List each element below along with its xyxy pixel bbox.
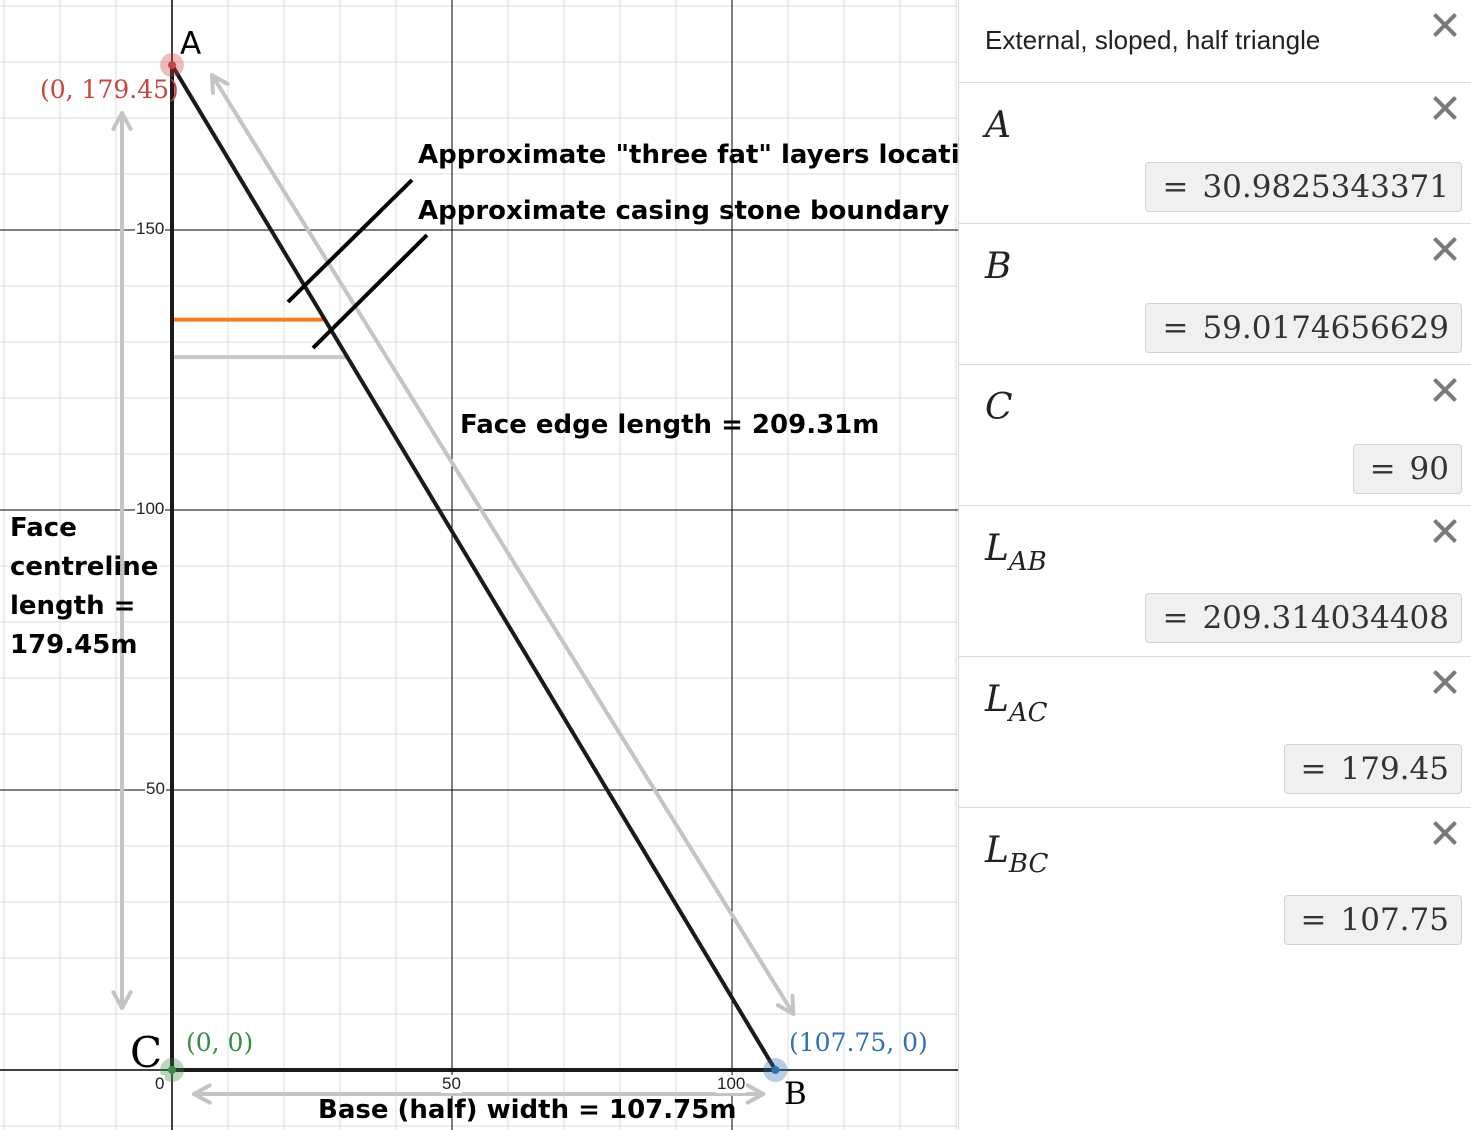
centreline-length-annotation: Face centreline length = 179.45m bbox=[10, 509, 158, 665]
expression-row-b[interactable]: B = 59.0174656629 bbox=[959, 224, 1471, 365]
base-width-arrow-head bbox=[745, 1083, 766, 1105]
expression-name: LAC bbox=[985, 679, 1048, 728]
expression-row-lbc[interactable]: LBC = 107.75 bbox=[959, 808, 1471, 950]
base-width-arrow-head bbox=[192, 1083, 212, 1105]
graph-canvas[interactable]: 0 50 100 50 100 150 A B C (0, 179.45) (1… bbox=[0, 0, 958, 1130]
x-tick-label: 50 bbox=[441, 1074, 462, 1093]
vertex-b-coord-label: (107.75, 0) bbox=[789, 1028, 928, 1057]
vertex-c-coord-label: (0, 0) bbox=[186, 1028, 254, 1057]
expression-row-lab[interactable]: LAB = 209.314034408 bbox=[959, 506, 1471, 657]
expression-value: = 30.9825343371 bbox=[1145, 162, 1462, 212]
delete-expression-icon[interactable] bbox=[1430, 667, 1460, 697]
expression-row-c[interactable]: C = 90 bbox=[959, 365, 1471, 506]
delete-folder-icon[interactable] bbox=[1430, 10, 1460, 40]
expression-row-lac[interactable]: LAC = 179.45 bbox=[959, 657, 1471, 808]
vertex-a-label: A bbox=[180, 26, 202, 62]
expression-name: LBC bbox=[985, 830, 1049, 879]
delete-expression-icon[interactable] bbox=[1430, 93, 1460, 123]
centreline-arrow-head bbox=[111, 990, 133, 1010]
centreline-arrow-head bbox=[111, 111, 133, 131]
expression-value: = 90 bbox=[1352, 444, 1462, 494]
base-width-annotation: Base (half) width = 107.75m bbox=[318, 1095, 737, 1125]
delete-expression-icon[interactable] bbox=[1430, 516, 1460, 546]
three-fat-annotation: Approximate "three fat" layers location bbox=[418, 140, 958, 170]
expression-row-a[interactable]: A = 30.9825343371 bbox=[959, 83, 1471, 224]
vertex-b-point bbox=[771, 1066, 780, 1074]
x-tick-label: 0 bbox=[154, 1074, 166, 1093]
face-edge-arrow-head bbox=[210, 73, 230, 96]
delete-expression-icon[interactable] bbox=[1430, 375, 1460, 405]
face-edge-arrow-head bbox=[775, 994, 796, 1016]
vertex-c-point bbox=[168, 1066, 176, 1074]
folder-title: External, sloped, half triangle bbox=[985, 25, 1321, 55]
three-fat-leader-line bbox=[286, 178, 414, 304]
expression-value: = 59.0174656629 bbox=[1145, 303, 1462, 353]
y-tick-label: 100 bbox=[135, 499, 166, 518]
expression-name: LAB bbox=[985, 528, 1047, 577]
expression-value: = 179.45 bbox=[1283, 744, 1462, 794]
delete-expression-icon[interactable] bbox=[1430, 818, 1460, 848]
casing-leader-line bbox=[311, 233, 429, 350]
expression-value: = 209.314034408 bbox=[1145, 593, 1462, 643]
vertex-a-point bbox=[168, 61, 176, 70]
half-triangle bbox=[170, 64, 779, 1072]
x-tick-label: 100 bbox=[716, 1074, 747, 1093]
y-tick-label: 50 bbox=[145, 779, 166, 798]
centreline-line: length = bbox=[10, 591, 136, 621]
casing-boundary-annotation: Approximate casing stone boundary bbox=[418, 196, 950, 226]
delete-expression-icon[interactable] bbox=[1430, 234, 1460, 264]
folder-title-row[interactable]: External, sloped, half triangle bbox=[959, 0, 1471, 83]
face-edge-arrow bbox=[210, 73, 796, 1016]
expression-panel: External, sloped, half triangle A = 30.98… bbox=[958, 0, 1471, 1130]
centreline-line: centreline bbox=[10, 552, 159, 582]
expression-name: C bbox=[985, 387, 1013, 428]
expression-name: B bbox=[985, 246, 1012, 287]
centreline-line: Face bbox=[10, 513, 77, 543]
y-tick-label: 150 bbox=[135, 219, 166, 238]
vertex-b-label: B bbox=[784, 1076, 807, 1112]
vertex-c-label: C bbox=[130, 1028, 163, 1077]
face-edge-length-annotation: Face edge length = 209.31m bbox=[460, 410, 880, 440]
vertex-a-coord-label: (0, 179.45) bbox=[40, 75, 179, 104]
expression-value: = 107.75 bbox=[1283, 895, 1462, 945]
graph-plot[interactable] bbox=[0, 0, 958, 1130]
expression-name: A bbox=[985, 105, 1011, 146]
centreline-line: 179.45m bbox=[10, 630, 138, 660]
